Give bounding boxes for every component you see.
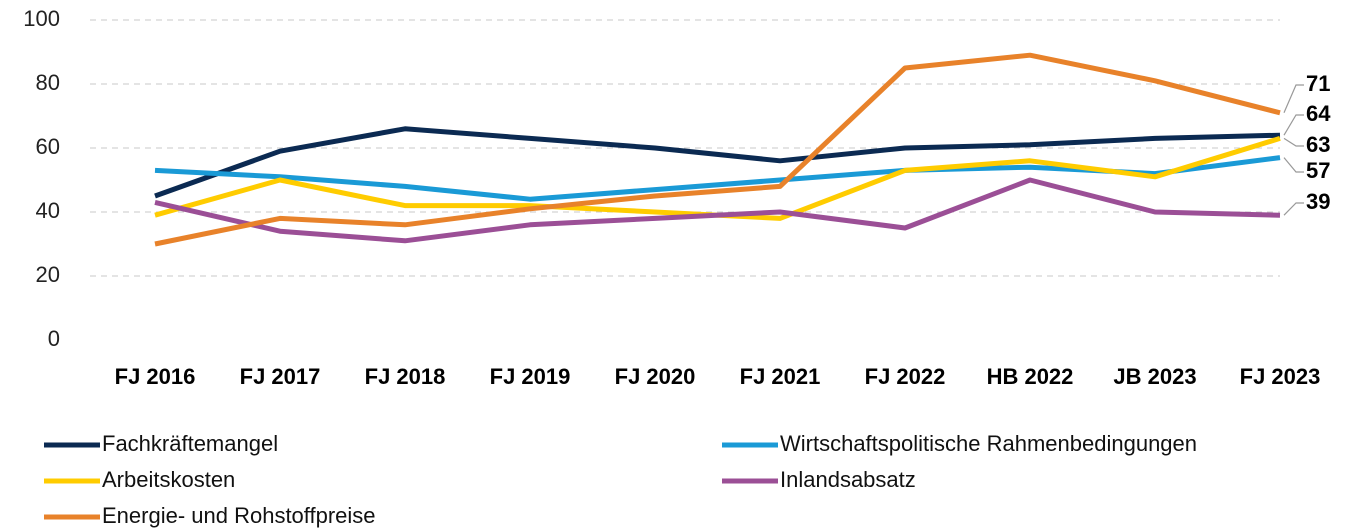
series-line <box>154 52 1281 247</box>
leader-line <box>1283 84 1304 114</box>
legend-label: Wirtschaftspolitische Rahmenbedingungen <box>780 431 1197 456</box>
x-tick-label: FJ 2022 <box>865 364 946 389</box>
y-tick-label: 80 <box>36 70 60 95</box>
series-line <box>154 177 1281 244</box>
value-label: 71 <box>1306 71 1330 96</box>
legend-label: Inlandsabsatz <box>780 467 916 492</box>
x-tick-label: FJ 2021 <box>740 364 821 389</box>
y-tick-label: 0 <box>48 326 60 351</box>
legend-label: Energie- und Rohstoffpreise <box>102 503 376 528</box>
value-label: 57 <box>1306 158 1330 183</box>
x-tick-label: FJ 2019 <box>490 364 571 389</box>
x-tick-label: FJ 2016 <box>115 364 196 389</box>
leader-line <box>1283 137 1304 147</box>
legend-label: Arbeitskosten <box>102 467 235 492</box>
x-tick-label: FJ 2020 <box>615 364 696 389</box>
y-tick-label: 20 <box>36 262 60 287</box>
leader-line <box>1283 202 1304 216</box>
value-label: 63 <box>1306 132 1330 157</box>
leader-line <box>1283 114 1304 136</box>
x-tick-label: HB 2022 <box>987 364 1074 389</box>
x-tick-label: FJ 2017 <box>240 364 321 389</box>
x-tick-label: FJ 2018 <box>365 364 446 389</box>
value-label: 39 <box>1306 189 1330 214</box>
y-tick-label: 100 <box>23 6 60 31</box>
x-tick-label: JB 2023 <box>1113 364 1196 389</box>
x-tick-label: FJ 2023 <box>1240 364 1321 389</box>
legend-label: Fachkräftemangel <box>102 431 278 456</box>
y-tick-label: 60 <box>36 134 60 159</box>
value-label: 64 <box>1306 101 1331 126</box>
series-line <box>154 126 1281 199</box>
y-tick-label: 40 <box>36 198 60 223</box>
leader-line <box>1283 157 1304 173</box>
